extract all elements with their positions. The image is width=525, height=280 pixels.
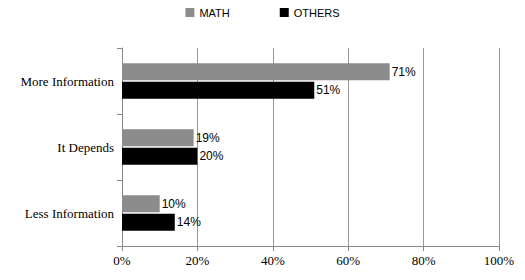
svg-text:20%: 20% [199, 149, 223, 163]
svg-text:10%: 10% [162, 197, 186, 211]
svg-text:100%: 100% [484, 253, 515, 268]
svg-text:0%: 0% [113, 253, 131, 268]
svg-text:MATH: MATH [199, 7, 229, 19]
svg-text:19%: 19% [196, 131, 220, 145]
svg-text:It Depends: It Depends [57, 140, 114, 155]
svg-text:60%: 60% [336, 253, 360, 268]
svg-text:More Information: More Information [20, 74, 114, 89]
svg-text:80%: 80% [412, 253, 436, 268]
svg-text:14%: 14% [177, 215, 201, 229]
svg-text:51%: 51% [316, 83, 340, 97]
svg-text:Less Information: Less Information [25, 206, 115, 221]
svg-text:71%: 71% [392, 65, 416, 79]
svg-text:40%: 40% [261, 253, 285, 268]
svg-text:20%: 20% [185, 253, 209, 268]
svg-text:OTHERS: OTHERS [294, 7, 340, 19]
